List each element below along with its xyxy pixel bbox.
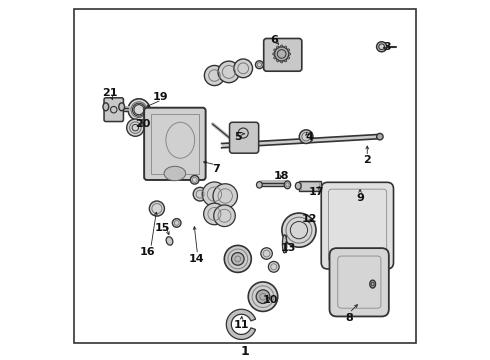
Ellipse shape [284,181,291,189]
Ellipse shape [193,187,207,201]
Ellipse shape [119,103,124,111]
Text: 11: 11 [234,320,249,330]
Ellipse shape [231,253,244,265]
Ellipse shape [248,282,278,311]
FancyBboxPatch shape [144,108,206,180]
Ellipse shape [166,237,173,245]
Ellipse shape [234,59,252,78]
Text: 14: 14 [189,254,204,264]
Ellipse shape [214,205,235,226]
Text: 12: 12 [302,214,318,224]
Ellipse shape [172,219,181,227]
Ellipse shape [274,49,276,51]
Ellipse shape [281,61,283,63]
Ellipse shape [204,66,224,86]
FancyBboxPatch shape [321,182,393,269]
Ellipse shape [377,42,387,52]
Ellipse shape [277,60,279,62]
Text: 8: 8 [345,313,353,323]
Ellipse shape [202,182,227,206]
Ellipse shape [282,213,316,247]
Bar [299,180,320,191]
Ellipse shape [281,45,283,47]
FancyBboxPatch shape [104,98,123,122]
Text: 10: 10 [263,295,278,305]
FancyBboxPatch shape [229,122,259,153]
Bar [301,182,318,189]
Ellipse shape [127,119,144,136]
Ellipse shape [204,203,225,225]
Ellipse shape [224,246,251,273]
Bar [150,114,199,174]
Ellipse shape [168,172,175,181]
Text: 6: 6 [270,35,278,45]
Text: 9: 9 [356,193,364,203]
Ellipse shape [370,280,375,288]
Ellipse shape [149,201,165,216]
Bar [283,235,286,252]
Ellipse shape [377,134,383,140]
Ellipse shape [273,53,275,55]
FancyBboxPatch shape [264,39,302,71]
Text: 21: 21 [102,89,118,99]
Ellipse shape [213,184,238,208]
Ellipse shape [288,49,290,51]
Text: 4: 4 [306,132,314,141]
Ellipse shape [269,261,279,272]
Ellipse shape [255,61,263,69]
Text: 1: 1 [241,345,249,358]
FancyBboxPatch shape [329,248,389,316]
Text: 19: 19 [153,92,168,102]
Ellipse shape [299,130,313,144]
Ellipse shape [274,57,276,59]
Text: 20: 20 [135,119,150,129]
Text: 16: 16 [140,247,156,257]
Ellipse shape [190,175,199,184]
Polygon shape [226,309,256,339]
Ellipse shape [289,53,291,55]
Text: 2: 2 [364,155,371,165]
Ellipse shape [256,181,262,188]
Ellipse shape [128,99,150,121]
Ellipse shape [103,103,109,111]
Text: 15: 15 [155,223,170,233]
Ellipse shape [218,61,240,83]
Polygon shape [221,135,378,148]
Text: 3: 3 [383,42,391,52]
Text: 7: 7 [212,164,220,174]
Ellipse shape [285,60,287,62]
Ellipse shape [274,47,289,61]
Ellipse shape [164,166,186,181]
Text: 5: 5 [234,132,242,141]
Ellipse shape [261,248,272,259]
Ellipse shape [295,182,301,189]
Ellipse shape [288,57,290,59]
Text: 13: 13 [280,243,296,253]
Ellipse shape [256,290,270,303]
Ellipse shape [282,235,287,253]
Text: 18: 18 [273,171,289,181]
Ellipse shape [285,46,287,48]
Ellipse shape [277,46,279,48]
Text: 17: 17 [309,188,325,197]
